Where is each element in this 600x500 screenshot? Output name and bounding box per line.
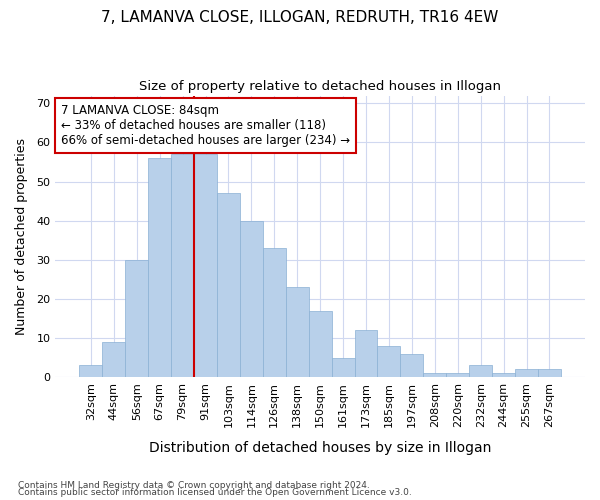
Bar [286,287,308,377]
X-axis label: Distribution of detached houses by size in Illogan: Distribution of detached houses by size … [149,441,491,455]
Bar [263,248,286,377]
Title: Size of property relative to detached houses in Illogan: Size of property relative to detached ho… [139,80,501,93]
Bar [171,154,194,377]
Bar [469,366,492,377]
Text: Contains public sector information licensed under the Open Government Licence v3: Contains public sector information licen… [18,488,412,497]
Bar [125,260,148,377]
Text: 7 LAMANVA CLOSE: 84sqm
← 33% of detached houses are smaller (118)
66% of semi-de: 7 LAMANVA CLOSE: 84sqm ← 33% of detached… [61,104,350,147]
Text: 7, LAMANVA CLOSE, ILLOGAN, REDRUTH, TR16 4EW: 7, LAMANVA CLOSE, ILLOGAN, REDRUTH, TR16… [101,10,499,25]
Bar [79,366,103,377]
Text: Contains HM Land Registry data © Crown copyright and database right 2024.: Contains HM Land Registry data © Crown c… [18,480,370,490]
Bar [400,354,424,377]
Bar [332,358,355,377]
Bar [240,220,263,377]
Bar [424,373,446,377]
Y-axis label: Number of detached properties: Number of detached properties [15,138,28,335]
Bar [515,370,538,377]
Bar [194,154,217,377]
Bar [148,158,171,377]
Bar [446,373,469,377]
Bar [492,373,515,377]
Bar [355,330,377,377]
Bar [103,342,125,377]
Bar [308,310,332,377]
Bar [377,346,400,377]
Bar [538,370,561,377]
Bar [217,194,240,377]
